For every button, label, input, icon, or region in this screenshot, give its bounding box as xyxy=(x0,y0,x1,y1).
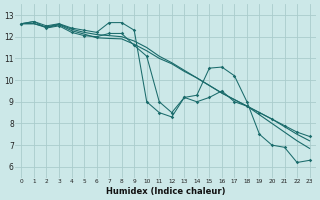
X-axis label: Humidex (Indice chaleur): Humidex (Indice chaleur) xyxy=(106,187,225,196)
